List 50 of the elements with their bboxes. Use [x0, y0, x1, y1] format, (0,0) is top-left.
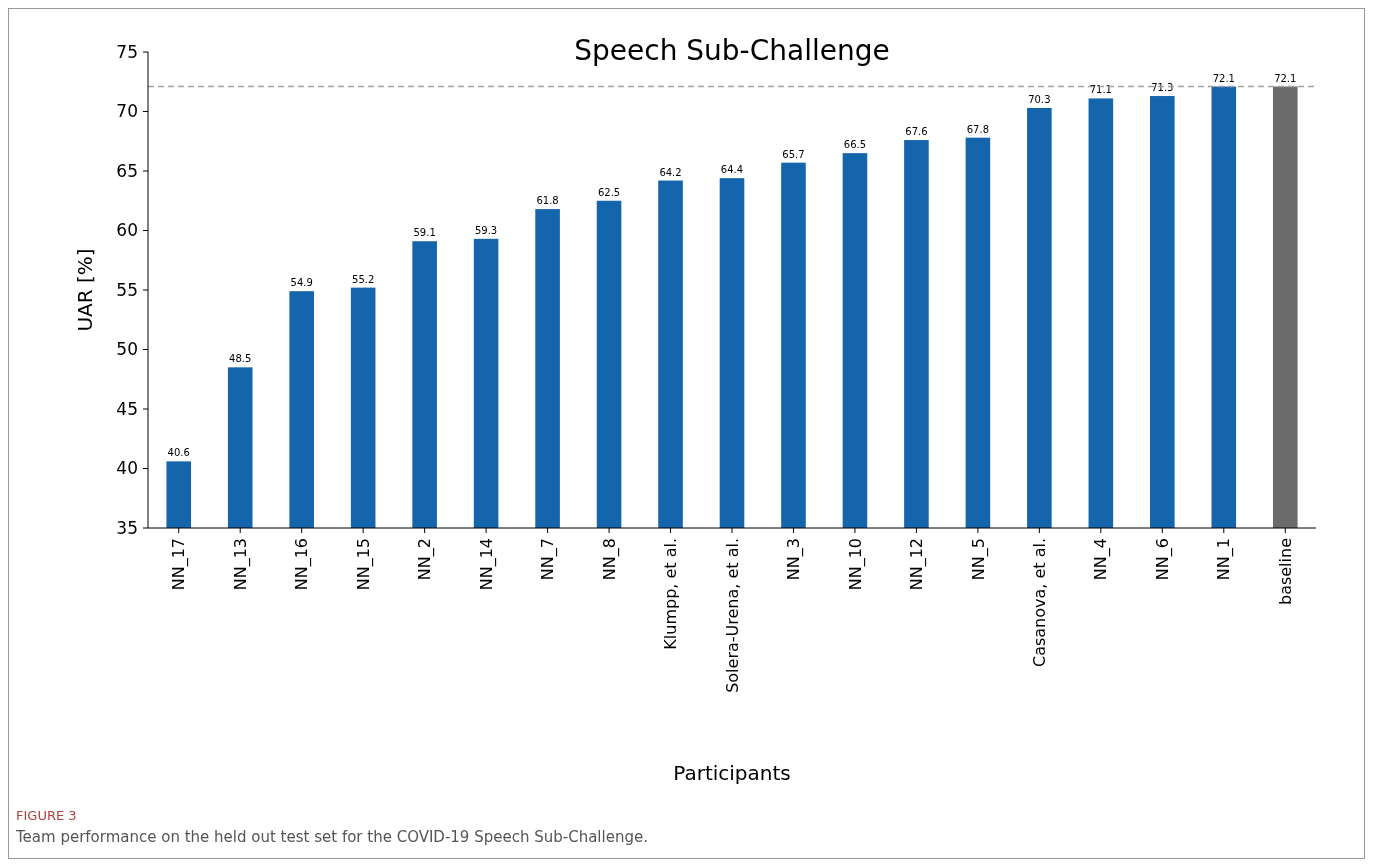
- data-label: 40.6: [167, 447, 190, 459]
- x-tick-label: NN_13: [230, 538, 251, 591]
- y-axis-title: UAR [%]: [73, 248, 97, 332]
- data-label: 62.5: [597, 186, 621, 198]
- x-tick-label: NN_8: [599, 538, 620, 581]
- y-tick-label: 50: [116, 339, 138, 360]
- y-tick-label: 70: [116, 101, 138, 122]
- data-label: 54.9: [290, 277, 313, 289]
- x-tick-label: Casanova, et al.: [1029, 538, 1049, 668]
- x-tick-label: Klumpp, et al.: [661, 538, 681, 650]
- y-tick-label: 35: [116, 517, 138, 538]
- data-label: 48.5: [229, 353, 252, 365]
- data-label: 65.7: [782, 148, 805, 160]
- x-tick-label: baseline: [1275, 538, 1295, 606]
- data-label: 72.1: [1212, 72, 1235, 84]
- x-tick-label: NN_3: [784, 538, 805, 581]
- y-tick-label: 65: [116, 160, 138, 181]
- y-tick-label: 75: [116, 41, 138, 62]
- x-tick-label: NN_2: [415, 538, 436, 581]
- x-tick-label: NN_1: [1214, 538, 1235, 581]
- data-label: 59.1: [413, 227, 436, 239]
- data-label: 59.3: [474, 224, 498, 236]
- data-label: 64.4: [720, 164, 744, 176]
- y-tick-label: 45: [116, 398, 138, 419]
- data-label: 55.2: [352, 273, 375, 285]
- x-tick-label: NN_16: [292, 538, 313, 591]
- x-tick-label: NN_15: [353, 538, 374, 591]
- x-tick-label: NN_17: [169, 538, 190, 591]
- x-tick-label: NN_14: [476, 538, 497, 591]
- x-tick-label: NN_4: [1091, 538, 1112, 581]
- data-label: 64.2: [659, 166, 682, 178]
- data-label: 67.8: [966, 123, 990, 135]
- data-label: 72.1: [1274, 72, 1297, 84]
- x-tick-label: NN_12: [907, 538, 928, 591]
- chart-title: Speech Sub-Challenge: [574, 34, 890, 67]
- y-tick-label: 40: [116, 458, 138, 479]
- data-label: 61.8: [536, 195, 559, 207]
- x-tick-label: NN_10: [845, 538, 866, 591]
- x-tick-label: Solera-Urena, et al.: [722, 538, 742, 693]
- data-label: 70.3: [1028, 93, 1051, 105]
- text: Team performance on the held out test set for the COVID-19 Speech Sub-Challenge.: [15, 828, 648, 846]
- x-tick-label: NN_6: [1152, 538, 1173, 581]
- caption: FIGURE 3: [16, 808, 77, 823]
- y-tick-label: 60: [116, 220, 138, 241]
- x-axis-title: Participants: [673, 761, 791, 785]
- data-label: 67.6: [905, 126, 928, 138]
- x-tick-label: NN_7: [538, 538, 559, 581]
- x-tick-label: NN_5: [968, 538, 989, 581]
- data-label: 66.5: [843, 139, 867, 151]
- y-tick-label: 55: [116, 279, 138, 300]
